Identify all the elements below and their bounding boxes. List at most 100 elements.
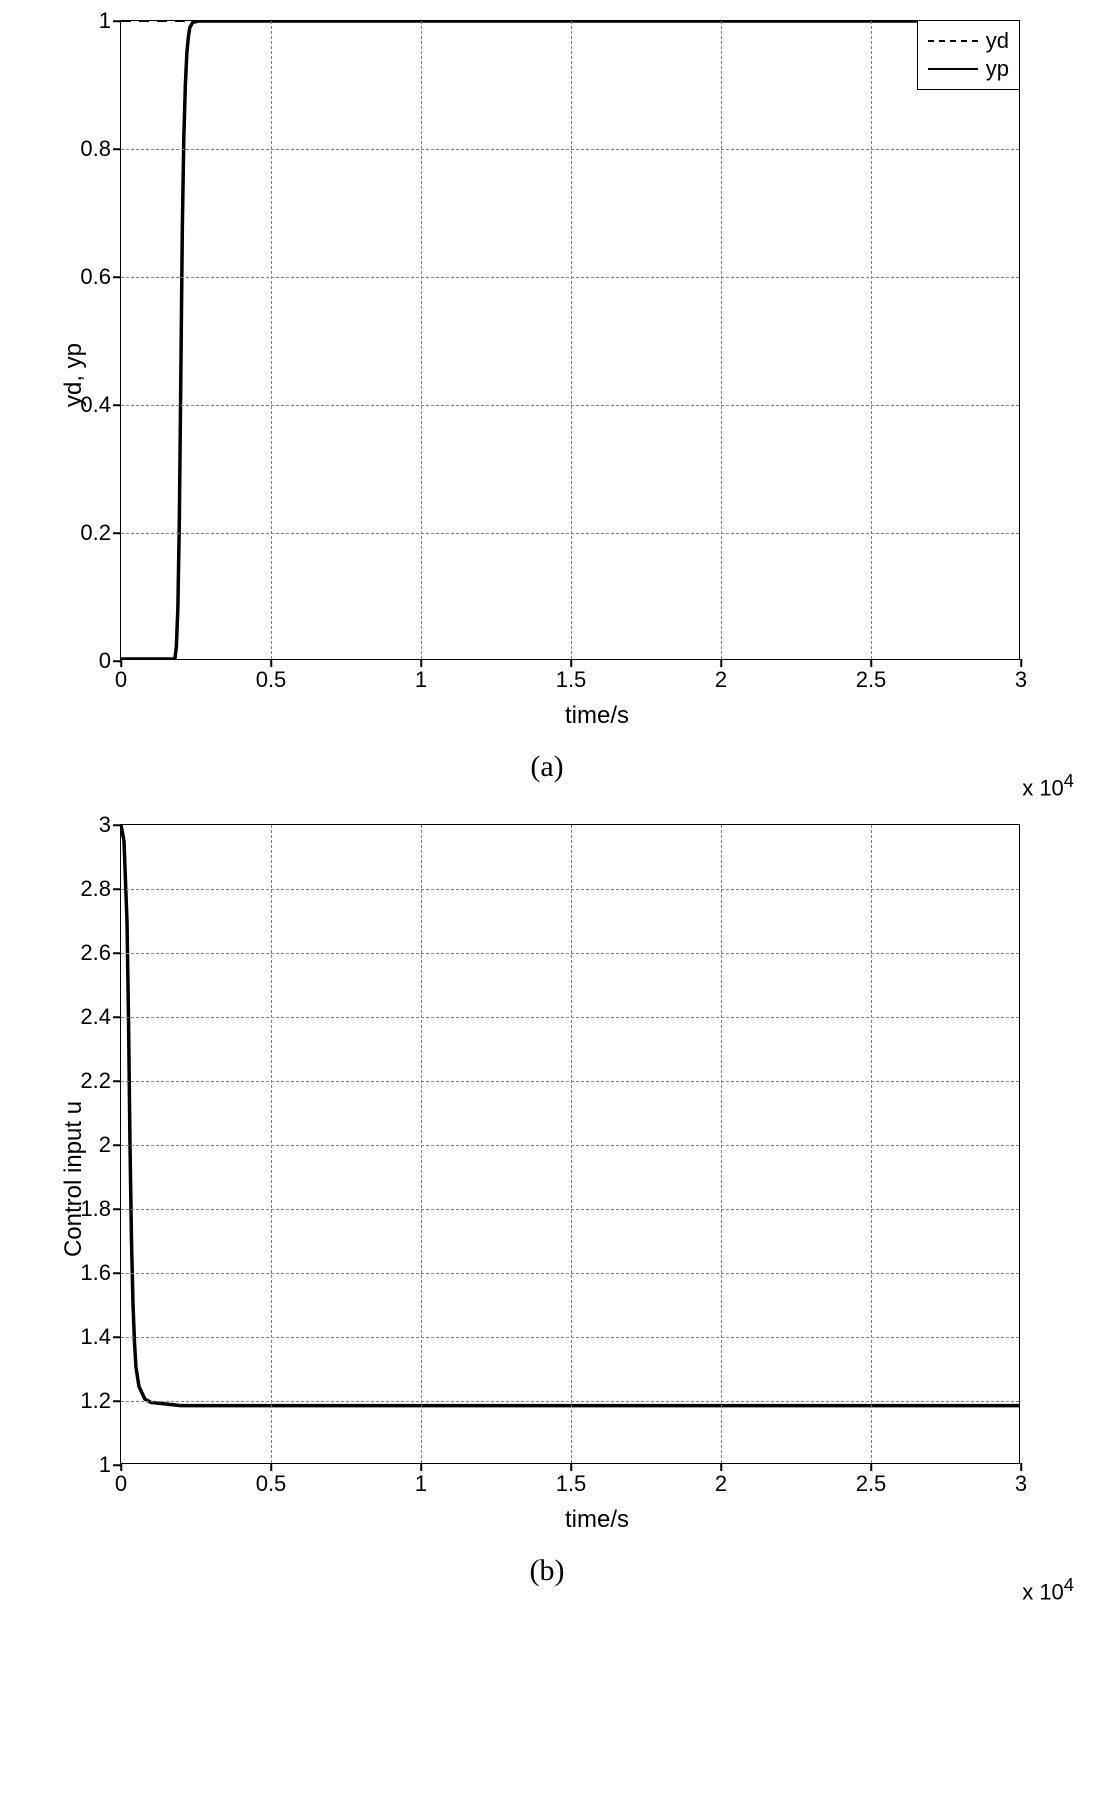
xtick-label: 0.5 <box>256 1471 287 1497</box>
tick-y <box>113 404 121 406</box>
legend-a: ydyp <box>917 20 1020 90</box>
grid-v <box>721 21 722 659</box>
tick-x <box>870 1463 872 1471</box>
exponent-a-sup: 4 <box>1064 770 1074 791</box>
xtick-label: 0 <box>115 667 127 693</box>
exponent-a: x 104 <box>1022 770 1074 801</box>
grid-v <box>271 825 272 1463</box>
tick-x <box>1020 659 1022 667</box>
xtick-label: 3 <box>1015 667 1027 693</box>
tick-y <box>113 276 121 278</box>
xtick-label: 2 <box>715 1471 727 1497</box>
tick-x <box>420 659 422 667</box>
tick-x <box>570 659 572 667</box>
tick-x <box>870 659 872 667</box>
ytick-label: 2 <box>99 1132 111 1158</box>
svg-b <box>121 825 1019 1463</box>
exponent-b: x 104 <box>1022 1574 1074 1605</box>
xtick-label: 1 <box>415 667 427 693</box>
ytick-label: 2.2 <box>80 1068 111 1094</box>
legend-label: yd <box>986 28 1009 54</box>
grid-v <box>421 21 422 659</box>
tick-y <box>113 1336 121 1338</box>
caption-b: (b) <box>20 1554 1074 1588</box>
tick-y <box>113 1144 121 1146</box>
grid-v <box>571 825 572 1463</box>
xtick-label: 3 <box>1015 1471 1027 1497</box>
legend-label: yp <box>986 56 1009 82</box>
xtick-label: 2.5 <box>856 1471 887 1497</box>
ytick-label: 1.6 <box>80 1260 111 1286</box>
xtick-label: 1.5 <box>556 667 587 693</box>
grid-h <box>121 1017 1019 1018</box>
grid-h <box>121 889 1019 890</box>
tick-y <box>113 1464 121 1466</box>
series-u <box>121 825 1019 1406</box>
legend-swatch <box>928 40 978 42</box>
grid-h <box>121 1401 1019 1402</box>
caption-a: (a) <box>20 750 1074 784</box>
ytick-label: 2.4 <box>80 1004 111 1030</box>
legend-item-yp: yp <box>928 55 1009 83</box>
grid-v <box>721 825 722 1463</box>
ytick-label: 2.6 <box>80 940 111 966</box>
subplot-b: Control input u 00.511.522.5311.21.41.61… <box>20 824 1074 1588</box>
xlabel-a: time/s <box>120 702 1074 730</box>
legend-swatch <box>928 68 978 70</box>
grid-v <box>871 825 872 1463</box>
tick-x <box>720 1463 722 1471</box>
ytick-label: 1.4 <box>80 1324 111 1350</box>
ytick-label: 0.2 <box>80 520 111 546</box>
exponent-b-base: x 10 <box>1022 1579 1064 1604</box>
tick-x <box>1020 1463 1022 1471</box>
ytick-label: 0.6 <box>80 264 111 290</box>
xlabel-b: time/s <box>120 1506 1074 1534</box>
tick-x <box>570 1463 572 1471</box>
tick-y <box>113 1016 121 1018</box>
tick-y <box>113 660 121 662</box>
tick-y <box>113 20 121 22</box>
xtick-label: 0.5 <box>256 667 287 693</box>
tick-x <box>720 659 722 667</box>
exponent-b-sup: 4 <box>1064 1574 1074 1595</box>
ytick-label: 0.4 <box>80 392 111 418</box>
xtick-label: 1 <box>415 1471 427 1497</box>
grid-h <box>121 533 1019 534</box>
ytick-label: 1 <box>99 1452 111 1478</box>
tick-x <box>270 1463 272 1471</box>
grid-h <box>121 149 1019 150</box>
grid-v <box>271 21 272 659</box>
subplot-a: yd, yp ydyp 00.511.522.5300.20.40.60.81 … <box>20 20 1074 784</box>
ytick-label: 1.2 <box>80 1388 111 1414</box>
tick-y <box>113 1400 121 1402</box>
grid-v <box>421 825 422 1463</box>
grid-h <box>121 1273 1019 1274</box>
tick-y <box>113 1208 121 1210</box>
figure-container: yd, yp ydyp 00.511.522.5300.20.40.60.81 … <box>20 20 1074 1588</box>
ylabel-b: Control input u <box>60 1101 88 1257</box>
tick-y <box>113 824 121 826</box>
tick-y <box>113 148 121 150</box>
grid-h <box>121 405 1019 406</box>
grid-h <box>121 1145 1019 1146</box>
xtick-label: 0 <box>115 1471 127 1497</box>
plot-area-a: ydyp 00.511.522.5300.20.40.60.81 <box>120 20 1020 660</box>
tick-y <box>113 1272 121 1274</box>
ytick-label: 0.8 <box>80 136 111 162</box>
grid-v <box>571 21 572 659</box>
exponent-a-base: x 10 <box>1022 775 1064 800</box>
grid-h <box>121 1081 1019 1082</box>
grid-h <box>121 277 1019 278</box>
xtick-label: 1.5 <box>556 1471 587 1497</box>
legend-item-yd: yd <box>928 27 1009 55</box>
plot-area-b: 00.511.522.5311.21.41.61.822.22.42.62.83 <box>120 824 1020 1464</box>
grid-v <box>871 21 872 659</box>
svg-a <box>121 21 1019 659</box>
tick-y <box>113 952 121 954</box>
ytick-label: 0 <box>99 648 111 674</box>
tick-y <box>113 888 121 890</box>
tick-x <box>420 1463 422 1471</box>
xtick-label: 2 <box>715 667 727 693</box>
grid-h <box>121 953 1019 954</box>
ytick-label: 2.8 <box>80 876 111 902</box>
